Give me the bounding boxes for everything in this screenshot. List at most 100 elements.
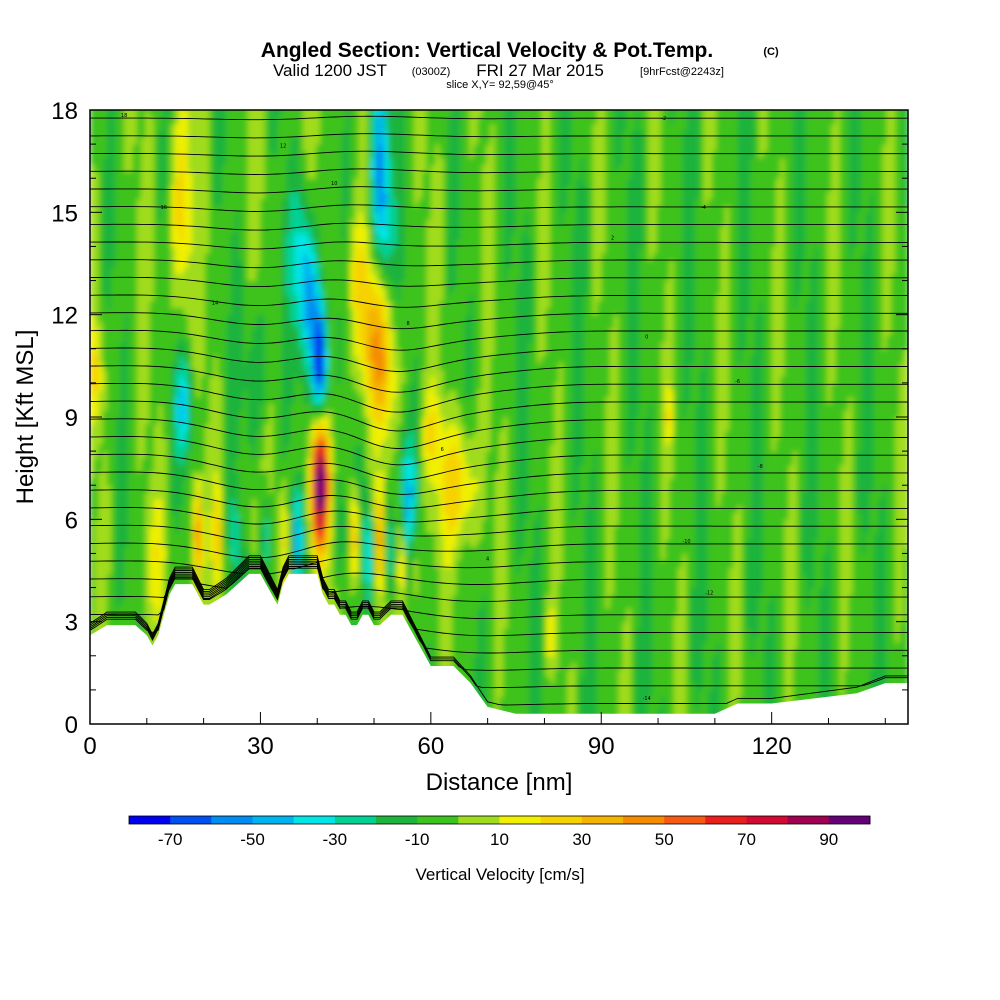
velocity-cell (179, 205, 185, 213)
velocity-cell (149, 560, 155, 568)
velocity-cell (298, 191, 304, 200)
velocity-cell (102, 512, 108, 520)
velocity-cell (303, 423, 308, 432)
velocity-cell (217, 396, 223, 404)
velocity-cell (115, 137, 121, 145)
velocity-cell (294, 253, 300, 261)
velocity-cell (98, 314, 104, 323)
velocity-cell (234, 403, 240, 411)
velocity-cell (290, 164, 296, 172)
velocity-cell (277, 178, 283, 186)
velocity-cell (94, 219, 100, 227)
velocity-cell (320, 362, 325, 370)
velocity-cell (183, 137, 189, 145)
velocity-cell (98, 594, 104, 602)
velocity-cell (90, 150, 95, 159)
velocity-cell (294, 266, 300, 275)
velocity-cell (251, 348, 257, 357)
velocity-cell (141, 287, 146, 295)
velocity-cell (119, 533, 125, 541)
velocity-cell (158, 464, 164, 473)
velocity-cell (273, 130, 279, 138)
velocity-cell (111, 198, 117, 207)
velocity-cell (196, 171, 202, 179)
velocity-cell (209, 246, 215, 254)
velocity-cell (200, 164, 206, 172)
velocity-cell (239, 150, 244, 159)
velocity-cell (243, 539, 249, 548)
velocity-cell (226, 185, 232, 193)
velocity-cell (273, 492, 279, 500)
velocity-cell (141, 580, 146, 589)
velocity-cell (239, 348, 244, 357)
velocity-cell (200, 437, 206, 445)
velocity-cell (230, 519, 236, 527)
velocity-cell (311, 280, 317, 288)
velocity-cell (239, 287, 244, 295)
velocity-cell (307, 246, 313, 254)
velocity-cell (290, 485, 296, 493)
velocity-cell (307, 191, 313, 200)
velocity-cell (132, 601, 138, 609)
velocity-cell (264, 546, 270, 554)
velocity-cell (170, 205, 176, 213)
velocity-cell (175, 553, 181, 561)
velocity-cell (213, 457, 219, 466)
velocity-cell (166, 239, 172, 247)
velocity-cell (98, 580, 104, 589)
velocity-cell (226, 266, 232, 275)
velocity-cell (226, 403, 232, 411)
velocity-cell (128, 478, 134, 486)
velocity-cell (128, 451, 134, 459)
velocity-cell (290, 307, 296, 316)
velocity-cell (234, 505, 240, 514)
velocity-cell (119, 219, 125, 227)
velocity-cell (136, 492, 142, 500)
velocity-cell (290, 219, 296, 227)
velocity-cell (286, 423, 291, 432)
velocity-cell (281, 423, 287, 432)
velocity-cell (141, 328, 146, 336)
velocity-cell (192, 471, 198, 479)
velocity-cell (290, 301, 296, 309)
velocity-cell (119, 423, 125, 432)
velocity-cell (307, 457, 313, 466)
velocity-cell (247, 110, 253, 118)
velocity-cell (315, 130, 321, 138)
velocity-cell (290, 171, 296, 179)
velocity-cell (102, 369, 108, 377)
velocity-cell (94, 437, 100, 445)
velocity-cell (315, 382, 321, 391)
velocity-cell (230, 505, 236, 514)
velocity-cell (209, 389, 215, 398)
velocity-cell (251, 130, 257, 138)
velocity-cell (158, 519, 164, 527)
velocity-cell (315, 369, 321, 377)
velocity-cell (111, 144, 117, 152)
velocity-cell (183, 226, 189, 234)
velocity-cell (298, 403, 304, 411)
velocity-cell (175, 444, 181, 452)
velocity-cell (200, 342, 206, 350)
velocity-cell (298, 567, 304, 575)
velocity-cell (222, 396, 227, 404)
velocity-cell (243, 239, 249, 247)
velocity-cell (222, 130, 227, 138)
velocity-cell (170, 253, 176, 261)
velocity-cell (141, 123, 146, 131)
velocity-cell (196, 444, 202, 452)
velocity-cell (111, 355, 117, 363)
velocity-cell (149, 526, 155, 534)
velocity-cell (217, 116, 223, 125)
velocity-cell (107, 492, 112, 500)
velocity-cell (153, 266, 159, 275)
velocity-cell (226, 219, 232, 227)
velocity-cell (90, 580, 95, 589)
velocity-cell (298, 553, 304, 561)
velocity-cell (251, 498, 257, 507)
velocity-cell (260, 485, 266, 493)
velocity-cell (213, 164, 219, 172)
velocity-cell (303, 396, 308, 404)
velocity-cell (205, 335, 210, 343)
velocity-cell (213, 294, 219, 302)
